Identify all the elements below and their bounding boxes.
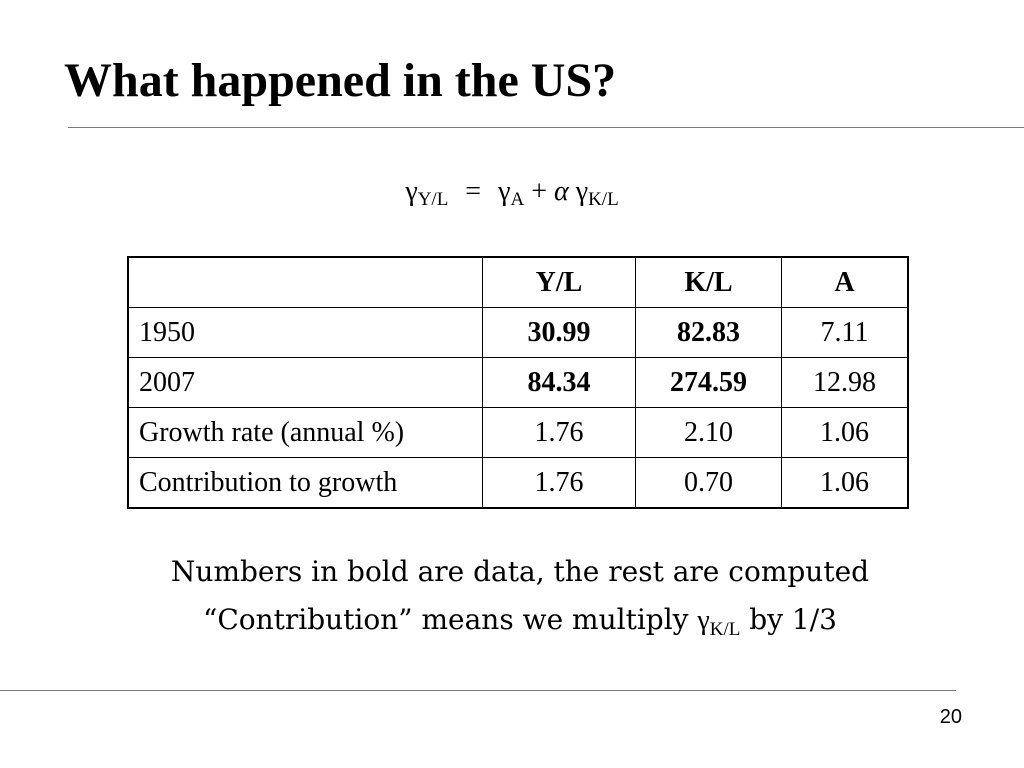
title-divider [68, 127, 1024, 128]
note-prefix: “Contribution” means we multiply [203, 603, 698, 636]
cell-k-l: 82.83 [635, 307, 782, 358]
growth-equation: γY/L = γA + α γK/L [0, 172, 1024, 220]
row-label: Growth rate (annual %) [127, 407, 483, 458]
header-cell-a: A [781, 256, 909, 308]
subscript-a: A [510, 189, 525, 210]
table-row-2007: 2007 84.34 274.59 12.98 [127, 357, 909, 408]
slide-title: What happened in the US? [64, 54, 617, 107]
equals-sign: = [465, 176, 482, 207]
row-label: Contribution to growth [127, 457, 483, 509]
footer-divider [0, 690, 956, 691]
cell-a: 7.11 [781, 307, 909, 358]
gamma-symbol: γ [575, 176, 589, 207]
row-label: 1950 [127, 307, 483, 358]
cell-y-l: 1.76 [482, 457, 636, 509]
header-cell-y-l: Y/L [482, 256, 636, 308]
note-suffix: by 1/3 [740, 603, 837, 636]
plus-sign: + [531, 176, 547, 207]
cell-a: 1.06 [781, 457, 909, 509]
table-row-contribution: Contribution to growth 1.76 0.70 1.06 [127, 457, 909, 509]
gamma-symbol: γ [498, 176, 511, 207]
header-cell-empty [127, 256, 483, 308]
alpha-symbol: α [554, 176, 569, 207]
cell-a: 1.06 [781, 407, 909, 458]
cell-k-l: 0.70 [635, 457, 782, 509]
note-bold-data: Numbers in bold are data, the rest are c… [170, 555, 870, 588]
cell-y-l: 30.99 [482, 307, 636, 358]
cell-k-l: 2.10 [635, 407, 782, 458]
page-number: 20 [939, 706, 962, 728]
row-label: 2007 [127, 357, 483, 408]
gamma-symbol: γ [697, 605, 710, 636]
subscript-k-l: K/L [709, 619, 741, 640]
subscript-k-l: K/L [588, 189, 619, 210]
table-row-growth-rate: Growth rate (annual %) 1.76 2.10 1.06 [127, 407, 909, 458]
growth-table: Y/L K/L A 1950 30.99 82.83 7.11 2007 84.… [127, 256, 909, 509]
gamma-symbol: γ [405, 176, 418, 207]
note-contribution: “Contribution” means we multiply γK/L by… [0, 600, 1024, 650]
table-row-1950: 1950 30.99 82.83 7.11 [127, 307, 909, 358]
subscript-y-l: Y/L [417, 189, 449, 210]
cell-y-l: 1.76 [482, 407, 636, 458]
cell-a: 12.98 [781, 357, 909, 408]
cell-k-l: 274.59 [635, 357, 782, 408]
table-header-row: Y/L K/L A [127, 256, 909, 308]
header-cell-k-l: K/L [635, 256, 782, 308]
cell-y-l: 84.34 [482, 357, 636, 408]
